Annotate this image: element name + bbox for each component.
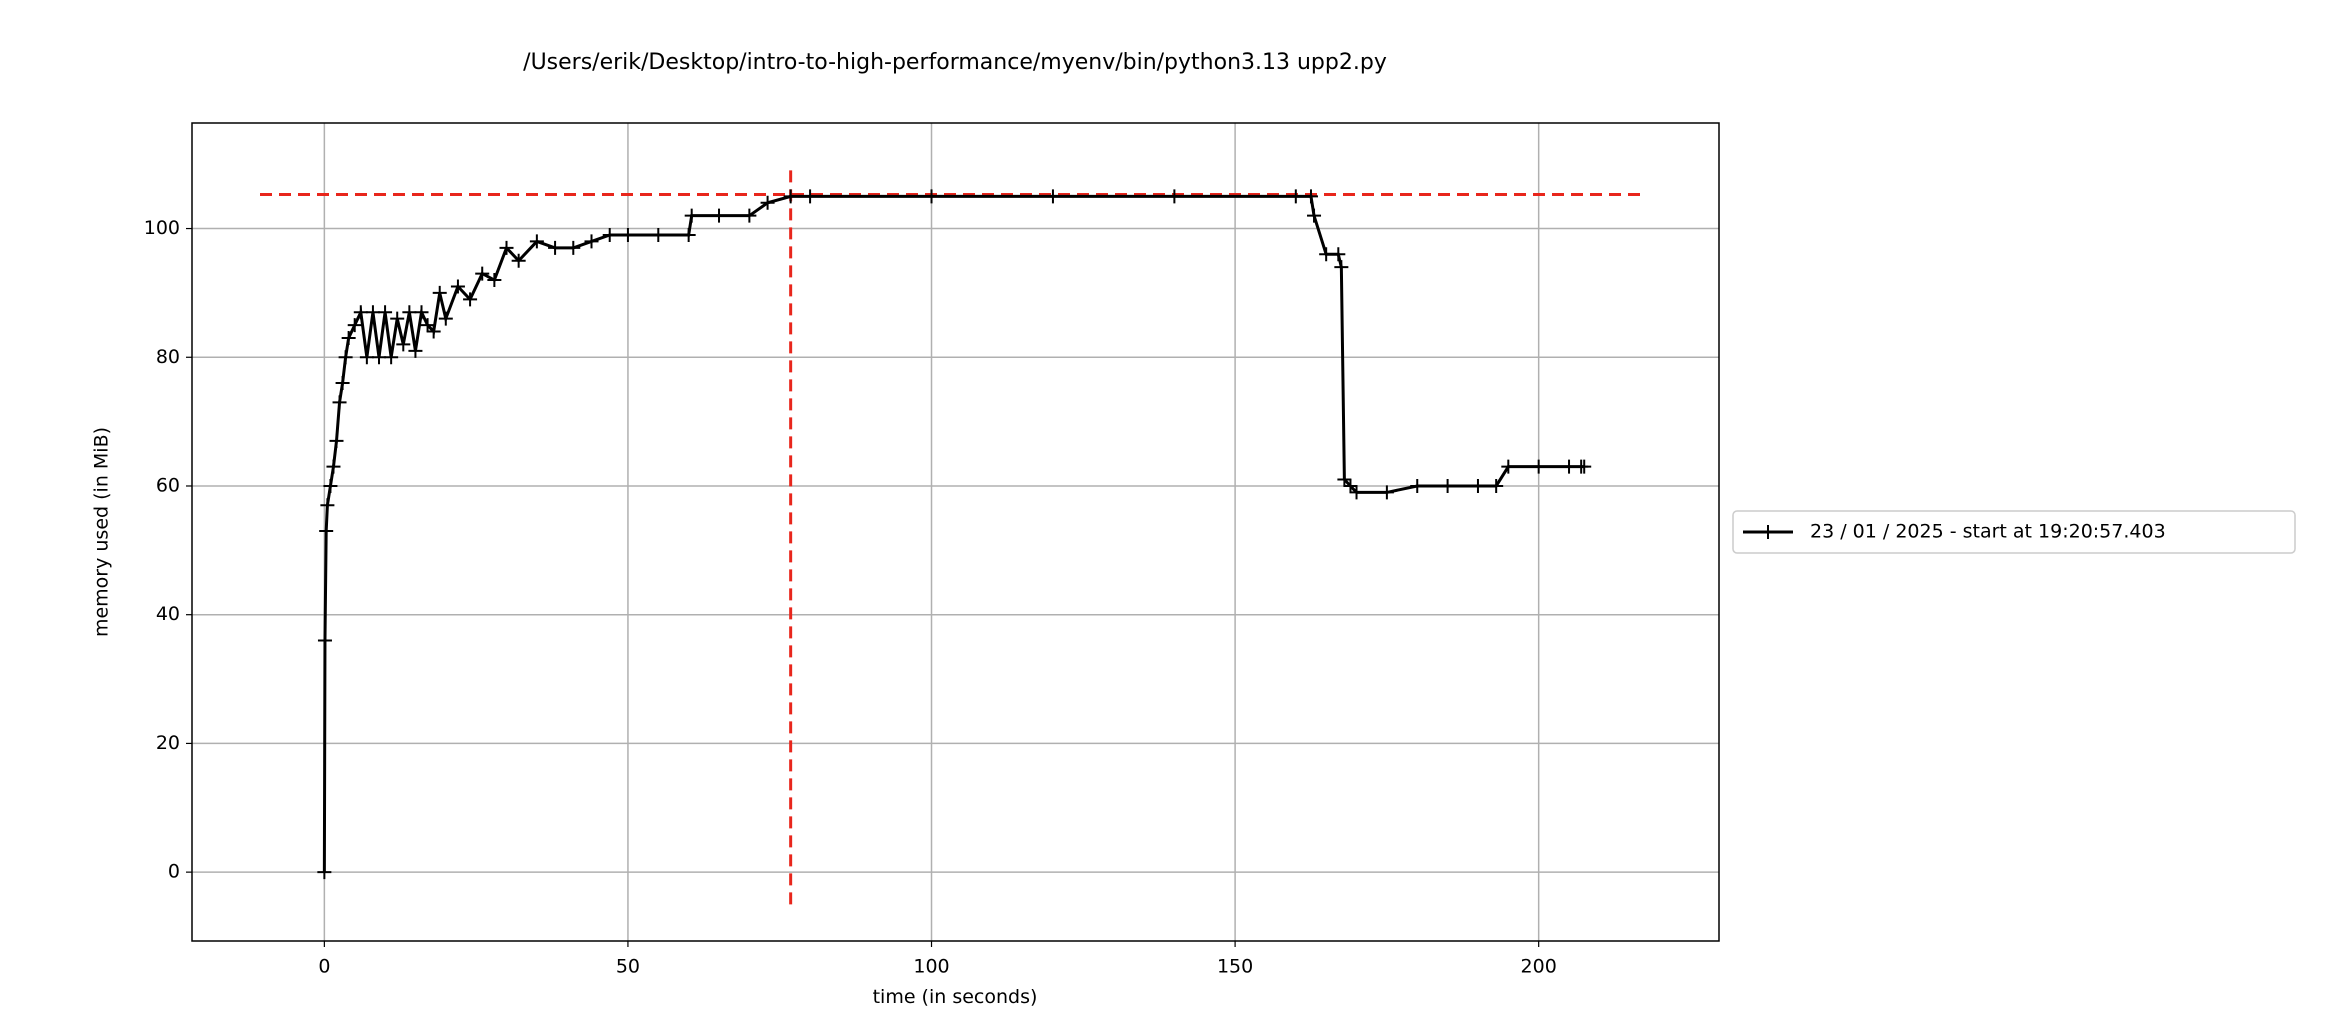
x-tick-label: 100 (913, 956, 949, 978)
plot-frame (191, 122, 1720, 942)
point-marker (317, 865, 332, 880)
point-marker (487, 273, 502, 288)
x-tick-label: 0 (318, 956, 330, 978)
point-marker (1501, 459, 1516, 474)
point-marker (432, 285, 447, 300)
point-marker (326, 459, 341, 474)
point-marker (1470, 478, 1485, 493)
point-marker (384, 350, 399, 365)
point-marker (499, 240, 514, 255)
y-tick-label: 80 (156, 346, 180, 368)
x-tick-label: 200 (1521, 956, 1557, 978)
point-marker (450, 279, 465, 294)
point-marker (475, 266, 490, 281)
point-marker (1337, 472, 1352, 487)
x-tick-label: 150 (1217, 956, 1253, 978)
point-marker (463, 292, 478, 307)
point-marker (548, 240, 563, 255)
point-marker (566, 240, 581, 255)
point-marker (338, 350, 353, 365)
legend-marker (1761, 525, 1775, 539)
point-marker (1531, 459, 1546, 474)
point-marker (1167, 189, 1182, 204)
point-marker (1334, 260, 1349, 275)
point-marker (396, 337, 411, 352)
point-marker (712, 208, 727, 223)
point-marker (1577, 459, 1592, 474)
point-marker (529, 234, 544, 249)
point-marker (329, 433, 344, 448)
point-marker (1562, 459, 1577, 474)
point-marker (426, 324, 441, 339)
point-marker (681, 227, 696, 242)
point-marker (1319, 247, 1334, 262)
point-marker (1349, 485, 1364, 500)
point-marker (402, 305, 417, 320)
point-marker (1331, 247, 1346, 262)
y-axis-label: memory used (in MiB) (91, 427, 113, 637)
chart-title: /Users/erik/Desktop/intro-to-high-perfor… (523, 50, 1387, 75)
point-marker (323, 478, 338, 493)
point-marker (320, 498, 335, 513)
point-marker (602, 227, 617, 242)
point-marker (414, 305, 429, 320)
point-marker (1379, 485, 1394, 500)
x-tick-label: 50 (616, 956, 640, 978)
x-axis-label: time (in seconds) (873, 986, 1038, 1006)
point-marker (438, 311, 453, 326)
point-marker (1489, 478, 1504, 493)
y-tick-label: 40 (156, 603, 180, 625)
point-marker (783, 189, 798, 204)
point-marker (420, 318, 435, 333)
y-tick-label: 20 (156, 732, 180, 754)
point-marker (742, 208, 757, 223)
point-marker (365, 305, 380, 320)
point-marker (319, 524, 334, 539)
y-tick-label: 100 (144, 217, 180, 239)
point-marker (1343, 478, 1358, 493)
point-marker (347, 318, 362, 333)
legend-label: 23 / 01 / 2025 - start at 19:20:57.403 (1810, 521, 2166, 543)
point-marker (684, 208, 699, 223)
point-marker (317, 633, 332, 648)
point-marker (1288, 189, 1303, 204)
point-marker (408, 343, 423, 358)
point-marker (335, 376, 350, 391)
point-marker (341, 330, 356, 345)
point-marker (620, 227, 635, 242)
point-marker (1410, 478, 1425, 493)
point-marker (760, 195, 775, 210)
point-marker (353, 305, 368, 320)
point-marker (803, 189, 818, 204)
point-marker (1307, 208, 1322, 223)
point-marker (372, 350, 387, 365)
legend-box (1732, 510, 2296, 554)
point-marker (1303, 189, 1318, 204)
point-marker (511, 253, 526, 268)
point-marker (651, 227, 666, 242)
point-marker (1440, 478, 1455, 493)
point-marker (378, 305, 393, 320)
point-marker (332, 395, 347, 410)
point-marker (924, 189, 939, 204)
point-marker (359, 350, 374, 365)
point-marker (1045, 189, 1060, 204)
point-marker (584, 234, 599, 249)
point-marker (390, 311, 405, 326)
y-tick-label: 60 (156, 474, 180, 496)
y-tick-label: 0 (168, 861, 180, 883)
